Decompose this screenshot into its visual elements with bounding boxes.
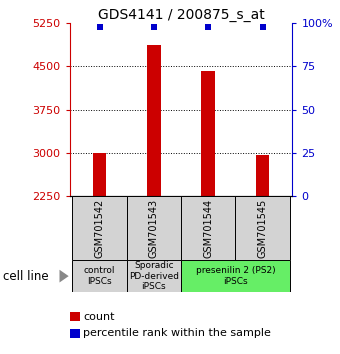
Bar [127,260,181,292]
Text: GSM701544: GSM701544 [203,199,213,258]
Bar [256,155,269,196]
Text: percentile rank within the sample: percentile rank within the sample [83,329,271,338]
Bar [181,260,290,292]
Bar [235,196,290,260]
Text: GSM701545: GSM701545 [257,199,268,258]
Bar [201,71,215,196]
Text: control
IPSCs: control IPSCs [84,267,115,286]
Polygon shape [59,270,69,282]
Text: GSM701542: GSM701542 [95,199,105,258]
Text: Sporadic
PD-derived
iPSCs: Sporadic PD-derived iPSCs [129,261,179,291]
Text: count: count [83,312,115,322]
Bar [72,196,127,260]
Title: GDS4141 / 200875_s_at: GDS4141 / 200875_s_at [98,8,265,22]
Text: GSM701543: GSM701543 [149,199,159,258]
Bar [72,260,127,292]
Text: presenilin 2 (PS2)
iPSCs: presenilin 2 (PS2) iPSCs [195,267,275,286]
Bar [147,45,161,196]
Text: cell line: cell line [3,270,49,282]
Bar [93,153,106,196]
Bar [127,196,181,260]
Bar [181,196,235,260]
